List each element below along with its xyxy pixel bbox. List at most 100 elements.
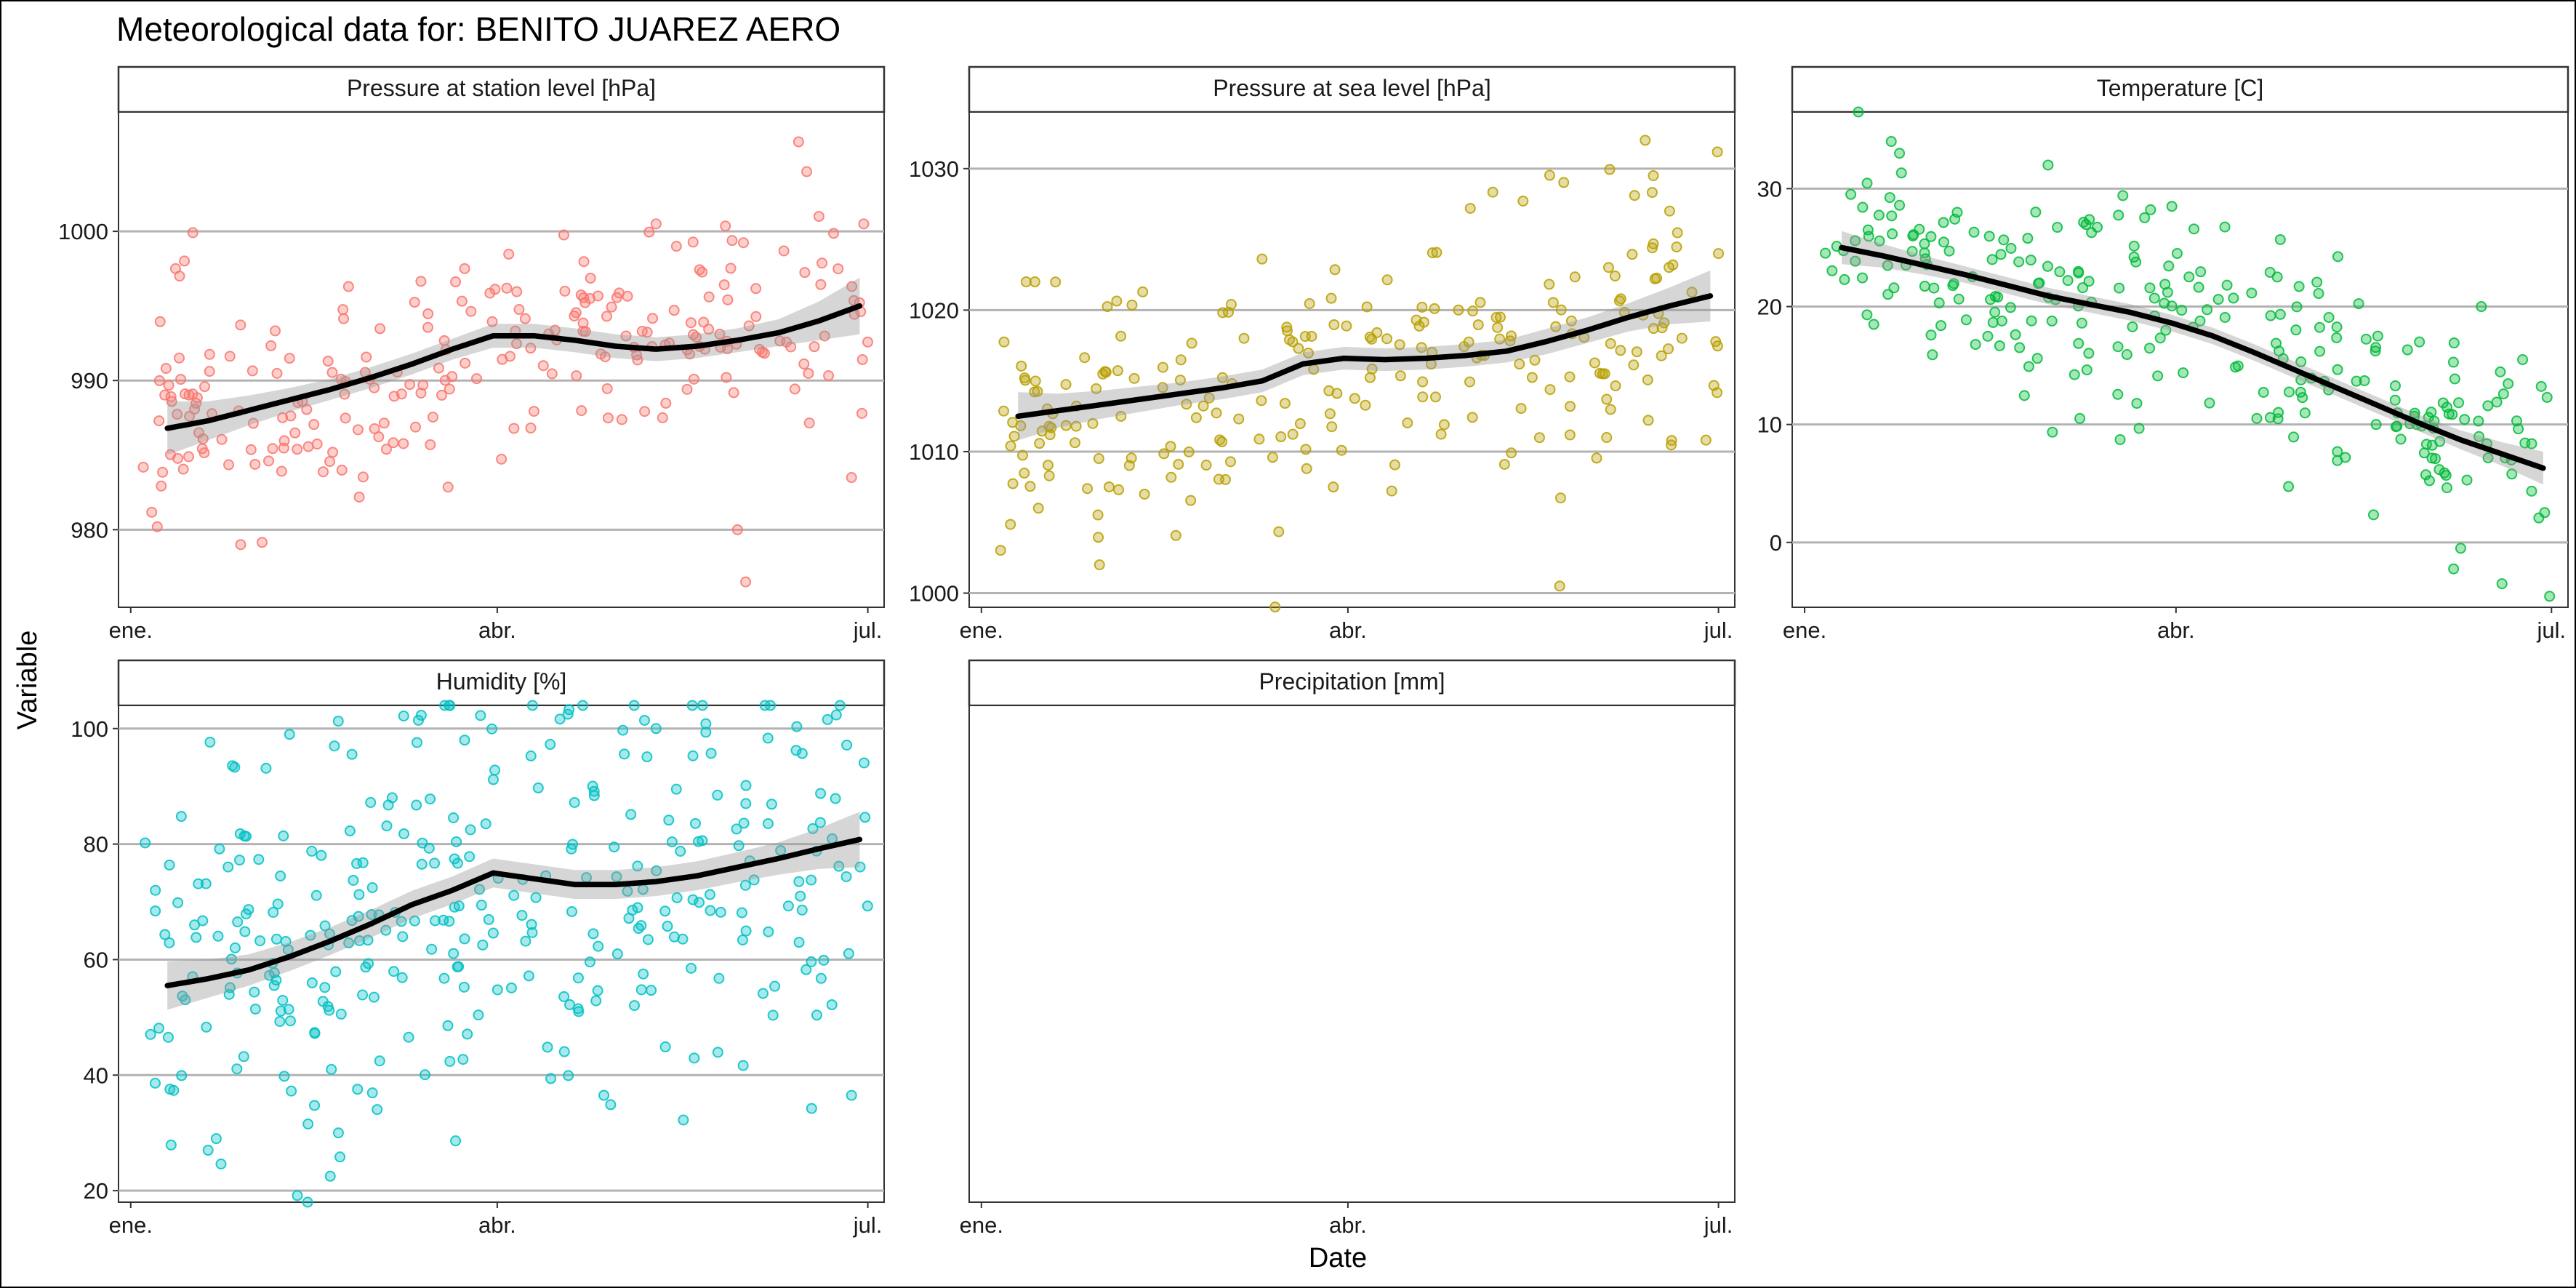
facet-panels: Pressure at station level [hPa]980990100… <box>58 65 2569 1238</box>
data-point <box>1839 273 1850 285</box>
data-point <box>1418 316 1429 328</box>
data-point <box>1043 470 1055 481</box>
data-point <box>1233 413 1245 425</box>
data-point <box>2541 391 2553 403</box>
data-point <box>1211 407 1222 419</box>
data-point <box>2195 266 2207 278</box>
data-point <box>1361 301 1373 313</box>
data-point <box>149 1077 161 1089</box>
data-point <box>650 723 662 735</box>
data-point <box>238 830 250 841</box>
data-point <box>396 972 408 983</box>
data-point <box>280 936 292 948</box>
data-point <box>2074 412 2086 424</box>
data-point <box>2144 282 2156 294</box>
data-point <box>1642 415 1654 426</box>
data-point <box>159 929 171 940</box>
data-point <box>712 789 723 801</box>
data-point <box>558 991 570 1002</box>
data-point <box>592 985 603 996</box>
data-point <box>338 313 350 324</box>
data-point <box>342 281 354 292</box>
data-point <box>453 961 465 972</box>
data-point <box>316 849 327 861</box>
data-point <box>475 710 486 721</box>
data-point <box>554 713 566 725</box>
data-point <box>422 321 434 333</box>
data-point <box>2166 300 2178 312</box>
data-point <box>306 977 318 988</box>
data-point <box>182 451 194 463</box>
data-point <box>803 367 814 379</box>
data-point <box>176 1070 188 1081</box>
data-point <box>409 915 420 927</box>
data-point <box>525 423 537 434</box>
data-point <box>446 371 458 383</box>
data-point <box>1219 473 1231 485</box>
y-tick-label: 1000 <box>909 581 959 607</box>
data-point <box>2062 275 2074 287</box>
data-point <box>508 889 520 901</box>
data-point <box>573 1006 585 1017</box>
data-point <box>2152 370 2164 382</box>
data-point <box>840 871 852 882</box>
data-point <box>572 972 584 984</box>
data-point <box>2519 437 2531 449</box>
data-point <box>459 933 470 945</box>
data-point <box>1019 372 1030 384</box>
data-point <box>1128 372 1140 384</box>
data-point <box>1602 262 1614 273</box>
data-point <box>309 1028 321 1039</box>
data-point <box>172 897 184 908</box>
data-point <box>1494 333 1506 345</box>
data-point <box>353 935 365 947</box>
data-point <box>578 256 590 268</box>
data-point <box>2453 397 2465 409</box>
data-point <box>1604 164 1616 175</box>
data-point <box>150 905 161 917</box>
data-point <box>436 389 447 401</box>
x-tick-label: jul. <box>2536 617 2566 643</box>
data-point <box>731 823 742 835</box>
data-point <box>1275 431 1287 443</box>
data-point <box>249 1003 261 1015</box>
data-point <box>369 423 380 434</box>
data-point <box>793 937 805 948</box>
data-point <box>438 972 450 984</box>
data-point <box>1165 441 1176 452</box>
data-point <box>705 905 716 916</box>
data-point <box>2047 426 2058 438</box>
data-point <box>1020 276 1032 287</box>
data-point <box>1953 293 1965 305</box>
data-point <box>2010 329 2021 340</box>
data-point <box>2148 292 2160 304</box>
data-point <box>1042 460 1054 471</box>
facet-strip <box>968 659 1736 707</box>
data-point <box>2353 298 2364 310</box>
data-point <box>609 841 620 853</box>
data-point <box>1325 292 1337 304</box>
data-point <box>172 409 183 420</box>
data-point <box>272 898 284 910</box>
data-point <box>1565 401 1576 412</box>
data-point <box>346 915 358 927</box>
data-point <box>1395 370 1406 382</box>
data-point <box>1137 286 1149 297</box>
data-point <box>2128 240 2140 252</box>
data-point <box>1544 279 1555 290</box>
data-point <box>362 935 374 946</box>
data-point <box>2114 433 2126 445</box>
data-point <box>542 1041 553 1053</box>
data-point <box>2414 336 2425 348</box>
data-point <box>1564 429 1576 441</box>
data-point <box>398 828 410 839</box>
facet-title: Temperature [C] <box>2097 75 2263 101</box>
data-point <box>1887 228 1898 240</box>
y-tick-label: 1030 <box>909 156 959 182</box>
data-point <box>828 228 840 239</box>
data-point <box>1629 190 1640 201</box>
data-point <box>1474 297 1486 308</box>
data-point <box>240 908 252 920</box>
data-point <box>1034 438 1046 449</box>
data-point <box>2447 356 2459 368</box>
